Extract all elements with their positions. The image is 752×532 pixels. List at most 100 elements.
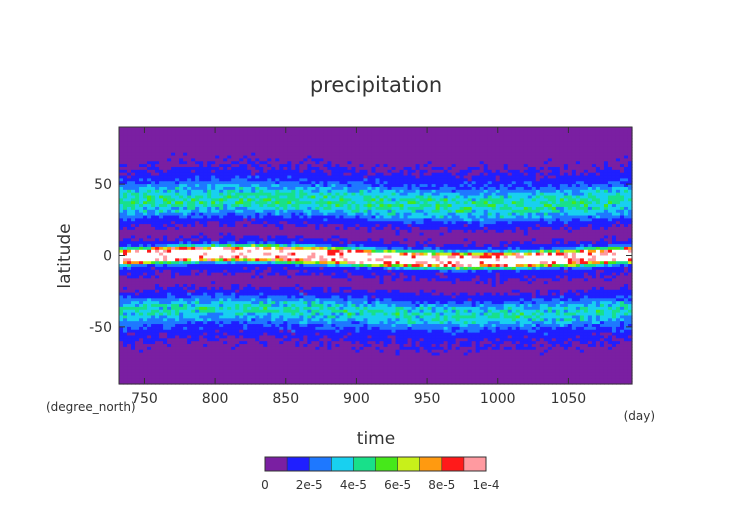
heatmap-cell: [243, 269, 248, 274]
heatmap-cell: [179, 206, 184, 211]
heatmap-cell: [139, 269, 144, 274]
heatmap-cell: [203, 144, 208, 148]
heatmap-cell: [175, 132, 180, 137]
heatmap-cell: [187, 289, 192, 294]
heatmap-cell: [163, 141, 168, 145]
heatmap-cell: [219, 372, 224, 377]
heatmap-cell: [223, 361, 228, 365]
heatmap-cell: [179, 169, 184, 174]
heatmap-cell: [151, 201, 156, 205]
heatmap-cell: [199, 275, 204, 279]
heatmap-cell: [167, 266, 172, 271]
heatmap-cell: [223, 246, 228, 251]
heatmap-cell: [227, 349, 232, 354]
heatmap-cell: [203, 329, 208, 334]
heatmap-cell: [235, 198, 240, 202]
heatmap-cell: [127, 346, 132, 351]
heatmap-cell: [119, 335, 124, 339]
heatmap-cell: [127, 272, 132, 277]
heatmap-cell: [183, 284, 188, 288]
heatmap-cell: [243, 301, 248, 305]
heatmap-cell: [243, 255, 248, 259]
heatmap-cell: [203, 369, 208, 374]
heatmap-cell: [155, 352, 160, 357]
heatmap-cell: [139, 298, 144, 302]
heatmap-cell: [223, 281, 228, 285]
heatmap-cell: [187, 284, 192, 288]
heatmap-cell: [127, 181, 132, 185]
heatmap-cell: [187, 301, 192, 305]
heatmap-cell: [167, 127, 172, 131]
heatmap-cell: [179, 286, 184, 291]
heatmap-cell: [211, 315, 216, 319]
heatmap-cell: [219, 255, 224, 259]
heatmap-cell: [187, 286, 192, 291]
heatmap-cell: [219, 184, 224, 188]
heatmap-cell: [191, 341, 196, 345]
heatmap-cell: [243, 258, 248, 262]
heatmap-cell: [215, 127, 220, 131]
heatmap-cell: [227, 201, 232, 205]
heatmap-cell: [159, 158, 164, 162]
heatmap-cell: [227, 269, 232, 274]
heatmap-cell: [227, 215, 232, 219]
heatmap-cell: [235, 169, 240, 174]
heatmap-cell: [219, 309, 224, 314]
heatmap-cell: [239, 226, 244, 231]
heatmap-cell: [207, 341, 212, 345]
heatmap-cell: [207, 349, 212, 354]
heatmap-cell: [171, 135, 176, 140]
heatmap-cell: [179, 127, 184, 131]
heatmap-cell: [227, 261, 232, 265]
heatmap-cell: [163, 181, 168, 185]
heatmap-cell: [231, 304, 236, 308]
heatmap-cell: [187, 329, 192, 334]
heatmap-cell: [183, 335, 188, 339]
heatmap-cell: [119, 201, 124, 205]
heatmap-cell: [183, 184, 188, 188]
heatmap-cell: [183, 161, 188, 165]
heatmap-cell: [215, 272, 220, 277]
heatmap-cell: [183, 269, 188, 274]
heatmap-cell: [171, 304, 176, 308]
heatmap-cell: [179, 332, 184, 337]
heatmap-cell: [123, 301, 128, 305]
heatmap-cell: [183, 324, 188, 328]
heatmap-cell: [191, 206, 196, 211]
heatmap-cell: [223, 141, 228, 145]
heatmap-cell: [139, 335, 144, 339]
heatmap-cell: [243, 161, 248, 165]
heatmap-cell: [123, 146, 128, 151]
heatmap-cell: [171, 366, 176, 371]
heatmap-cell: [191, 324, 196, 328]
heatmap-cell: [211, 129, 216, 134]
heatmap-cell: [219, 292, 224, 297]
heatmap-cell: [119, 238, 124, 242]
heatmap-cell: [147, 138, 152, 142]
heatmap-cell: [243, 155, 248, 160]
heatmap-cell: [135, 189, 140, 194]
heatmap-cell: [187, 164, 192, 168]
heatmap-cell: [155, 164, 160, 168]
heatmap-cell: [219, 352, 224, 357]
heatmap-cell: [151, 204, 156, 208]
heatmap-cell: [219, 304, 224, 308]
heatmap-cell: [215, 172, 220, 177]
heatmap-cell: [235, 335, 240, 339]
heatmap-cell: [187, 158, 192, 162]
heatmap-cell: [207, 278, 212, 282]
heatmap-cell: [207, 381, 212, 385]
heatmap-cell: [139, 366, 144, 371]
heatmap-cell: [227, 341, 232, 345]
heatmap-cell: [155, 215, 160, 219]
heatmap-cell: [223, 278, 228, 282]
heatmap-cell: [175, 378, 180, 382]
heatmap-cell: [207, 284, 212, 288]
heatmap-cell: [155, 127, 160, 131]
heatmap-cell: [139, 346, 144, 351]
heatmap-cell: [215, 141, 220, 145]
heatmap-cell: [207, 224, 212, 228]
heatmap-cell: [131, 255, 136, 259]
heatmap-cell: [127, 358, 132, 362]
heatmap-cell: [143, 369, 148, 374]
